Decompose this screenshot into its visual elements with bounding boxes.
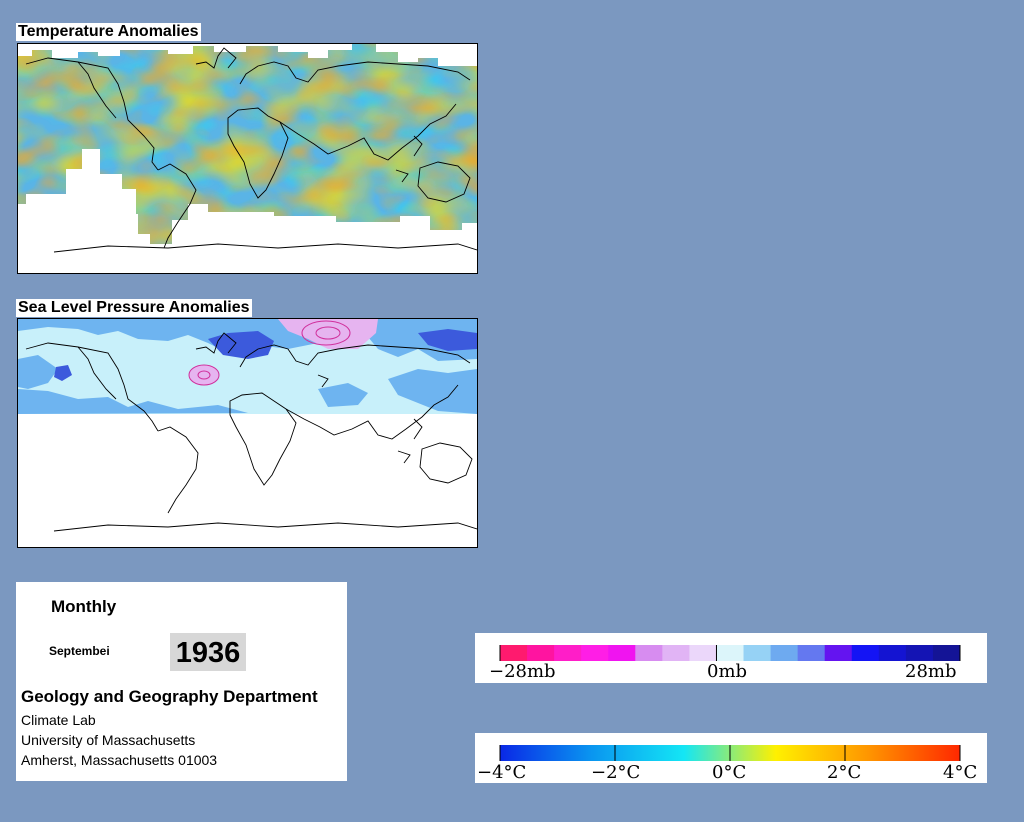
address-line-lab: Climate Lab (21, 712, 96, 728)
pressure-legend: −28mb 0mb 28mb (475, 633, 987, 683)
pressure-legend-svg: −28mb 0mb 28mb (489, 645, 961, 682)
temperature-legend: −4°C −2°C 0°C 2°C 4°C (475, 733, 987, 783)
pressure-map-svg (18, 319, 477, 532)
pressure-legend-swatch (797, 645, 826, 661)
pressure-map-title: Sea Level Pressure Anomalies (16, 299, 252, 317)
pressure-legend-swatch (662, 645, 690, 661)
pressure-legend-min-label: −28mb (489, 661, 556, 682)
pressure-legend-swatch (932, 645, 961, 661)
info-panel: Monthly Septembei 1936 Geology and Geogr… (16, 582, 347, 781)
pressure-legend-swatch (770, 645, 799, 661)
temperature-legend-label-neg2: −2°C (591, 762, 640, 783)
temperature-legend-label-pos2: 2°C (827, 762, 861, 783)
pressure-legend-swatch (608, 645, 636, 661)
pressure-legend-swatch (905, 645, 934, 661)
pressure-legend-swatch (527, 645, 555, 661)
pressure-legend-zero-label: 0mb (707, 661, 747, 682)
pressure-legend-swatch (581, 645, 609, 661)
temperature-legend-svg: −4°C −2°C 0°C 2°C 4°C (477, 745, 977, 783)
month-label: Septembei (49, 644, 110, 658)
pressure-legend-swatch (689, 645, 717, 661)
pressure-anomaly-map (17, 318, 478, 548)
pressure-legend-swatch (635, 645, 663, 661)
pressure-legend-swatch (824, 645, 853, 661)
temperature-anomaly-map (17, 43, 478, 274)
year-display: 1936 (170, 633, 246, 671)
pressure-legend-swatch (554, 645, 582, 661)
temperature-legend-label-pos4: 4°C (943, 762, 977, 783)
temperature-legend-label-neg4: −4°C (477, 762, 526, 783)
period-label: Monthly (51, 597, 117, 616)
address-line-university: University of Massachusetts (21, 732, 196, 748)
pressure-legend-max-label: 28mb (905, 661, 957, 682)
pressure-legend-swatch (743, 645, 772, 661)
department-name: Geology and Geography Department (21, 687, 318, 706)
pressure-legend-swatch (500, 645, 528, 661)
address-line-city: Amherst, Massachusetts 01003 (21, 752, 218, 768)
pressure-legend-swatch (716, 645, 745, 661)
temperature-map-svg (18, 44, 477, 253)
pressure-legend-swatch (878, 645, 907, 661)
pressure-legend-swatch (851, 645, 880, 661)
temperature-legend-label-zero: 0°C (712, 762, 746, 783)
temperature-map-title: Temperature Anomalies (16, 23, 201, 41)
